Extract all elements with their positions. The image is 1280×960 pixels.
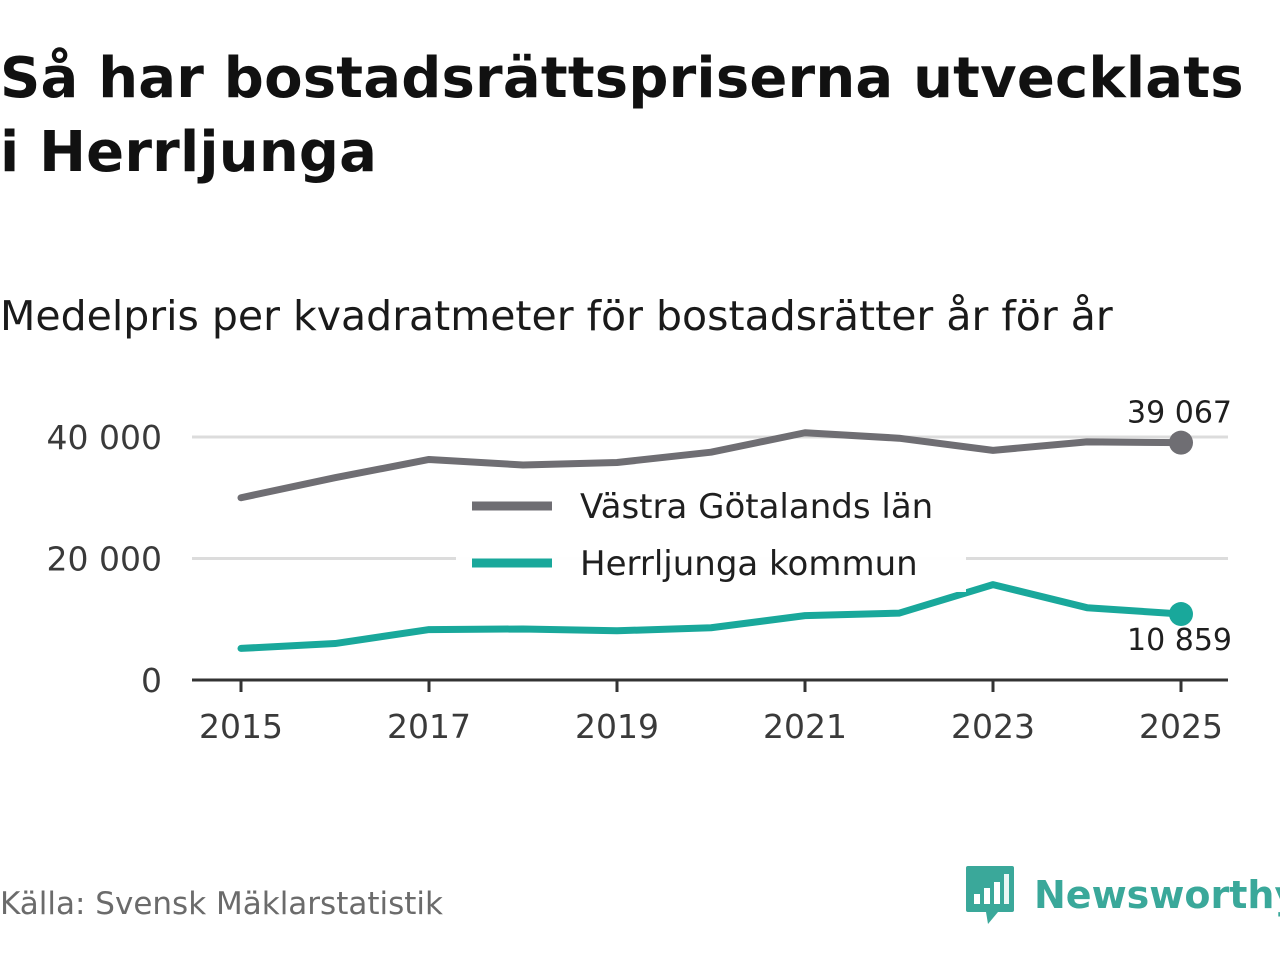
legend-label: Västra Götalands län (580, 487, 933, 527)
chart-title: Så har bostadsrättspriserna utvecklats i… (0, 46, 1244, 185)
y-axis: 0 20 000 40 000 (47, 418, 162, 700)
brand-name: Newsworthy (1034, 873, 1280, 917)
x-tick-label: 2021 (763, 707, 847, 746)
legend: Västra Götalands län Herrljunga kommun (456, 480, 966, 592)
x-tick-label: 2023 (951, 707, 1035, 746)
series-line-herrljunga-kommun (237, 581, 1185, 652)
series-line-vastra-gotalands-lan (237, 429, 1185, 502)
newsworthy-logo-icon (966, 866, 1014, 924)
newsworthy-brand[interactable]: Newsworthy (964, 864, 1280, 926)
y-tick-label: 20 000 (47, 540, 162, 579)
y-tick-label: 40 000 (47, 418, 162, 457)
legend-label: Herrljunga kommun (580, 544, 918, 584)
series-lines (237, 429, 1185, 652)
end-point-marker (1169, 430, 1193, 455)
source-note: Källa: Svensk Mäklarstatistik (0, 886, 443, 922)
x-tick-label: 2019 (575, 707, 659, 746)
x-tick-label: 2017 (387, 707, 471, 746)
x-tick-label: 2015 (199, 707, 283, 746)
y-tick-label: 0 (141, 661, 162, 700)
end-labels: 39 067 10 859 (1127, 396, 1232, 658)
x-axis: 2015 2017 2019 2021 2023 2025 (192, 678, 1228, 746)
end-value-label: 10 859 (1127, 623, 1232, 658)
end-value-label: 39 067 (1127, 396, 1232, 431)
end-point-marker (1169, 602, 1193, 627)
x-tick-label: 2025 (1139, 707, 1223, 746)
legend-background (456, 480, 966, 592)
chart-subtitle: Medelpris per kvadratmeter för bostadsrä… (0, 292, 1113, 340)
